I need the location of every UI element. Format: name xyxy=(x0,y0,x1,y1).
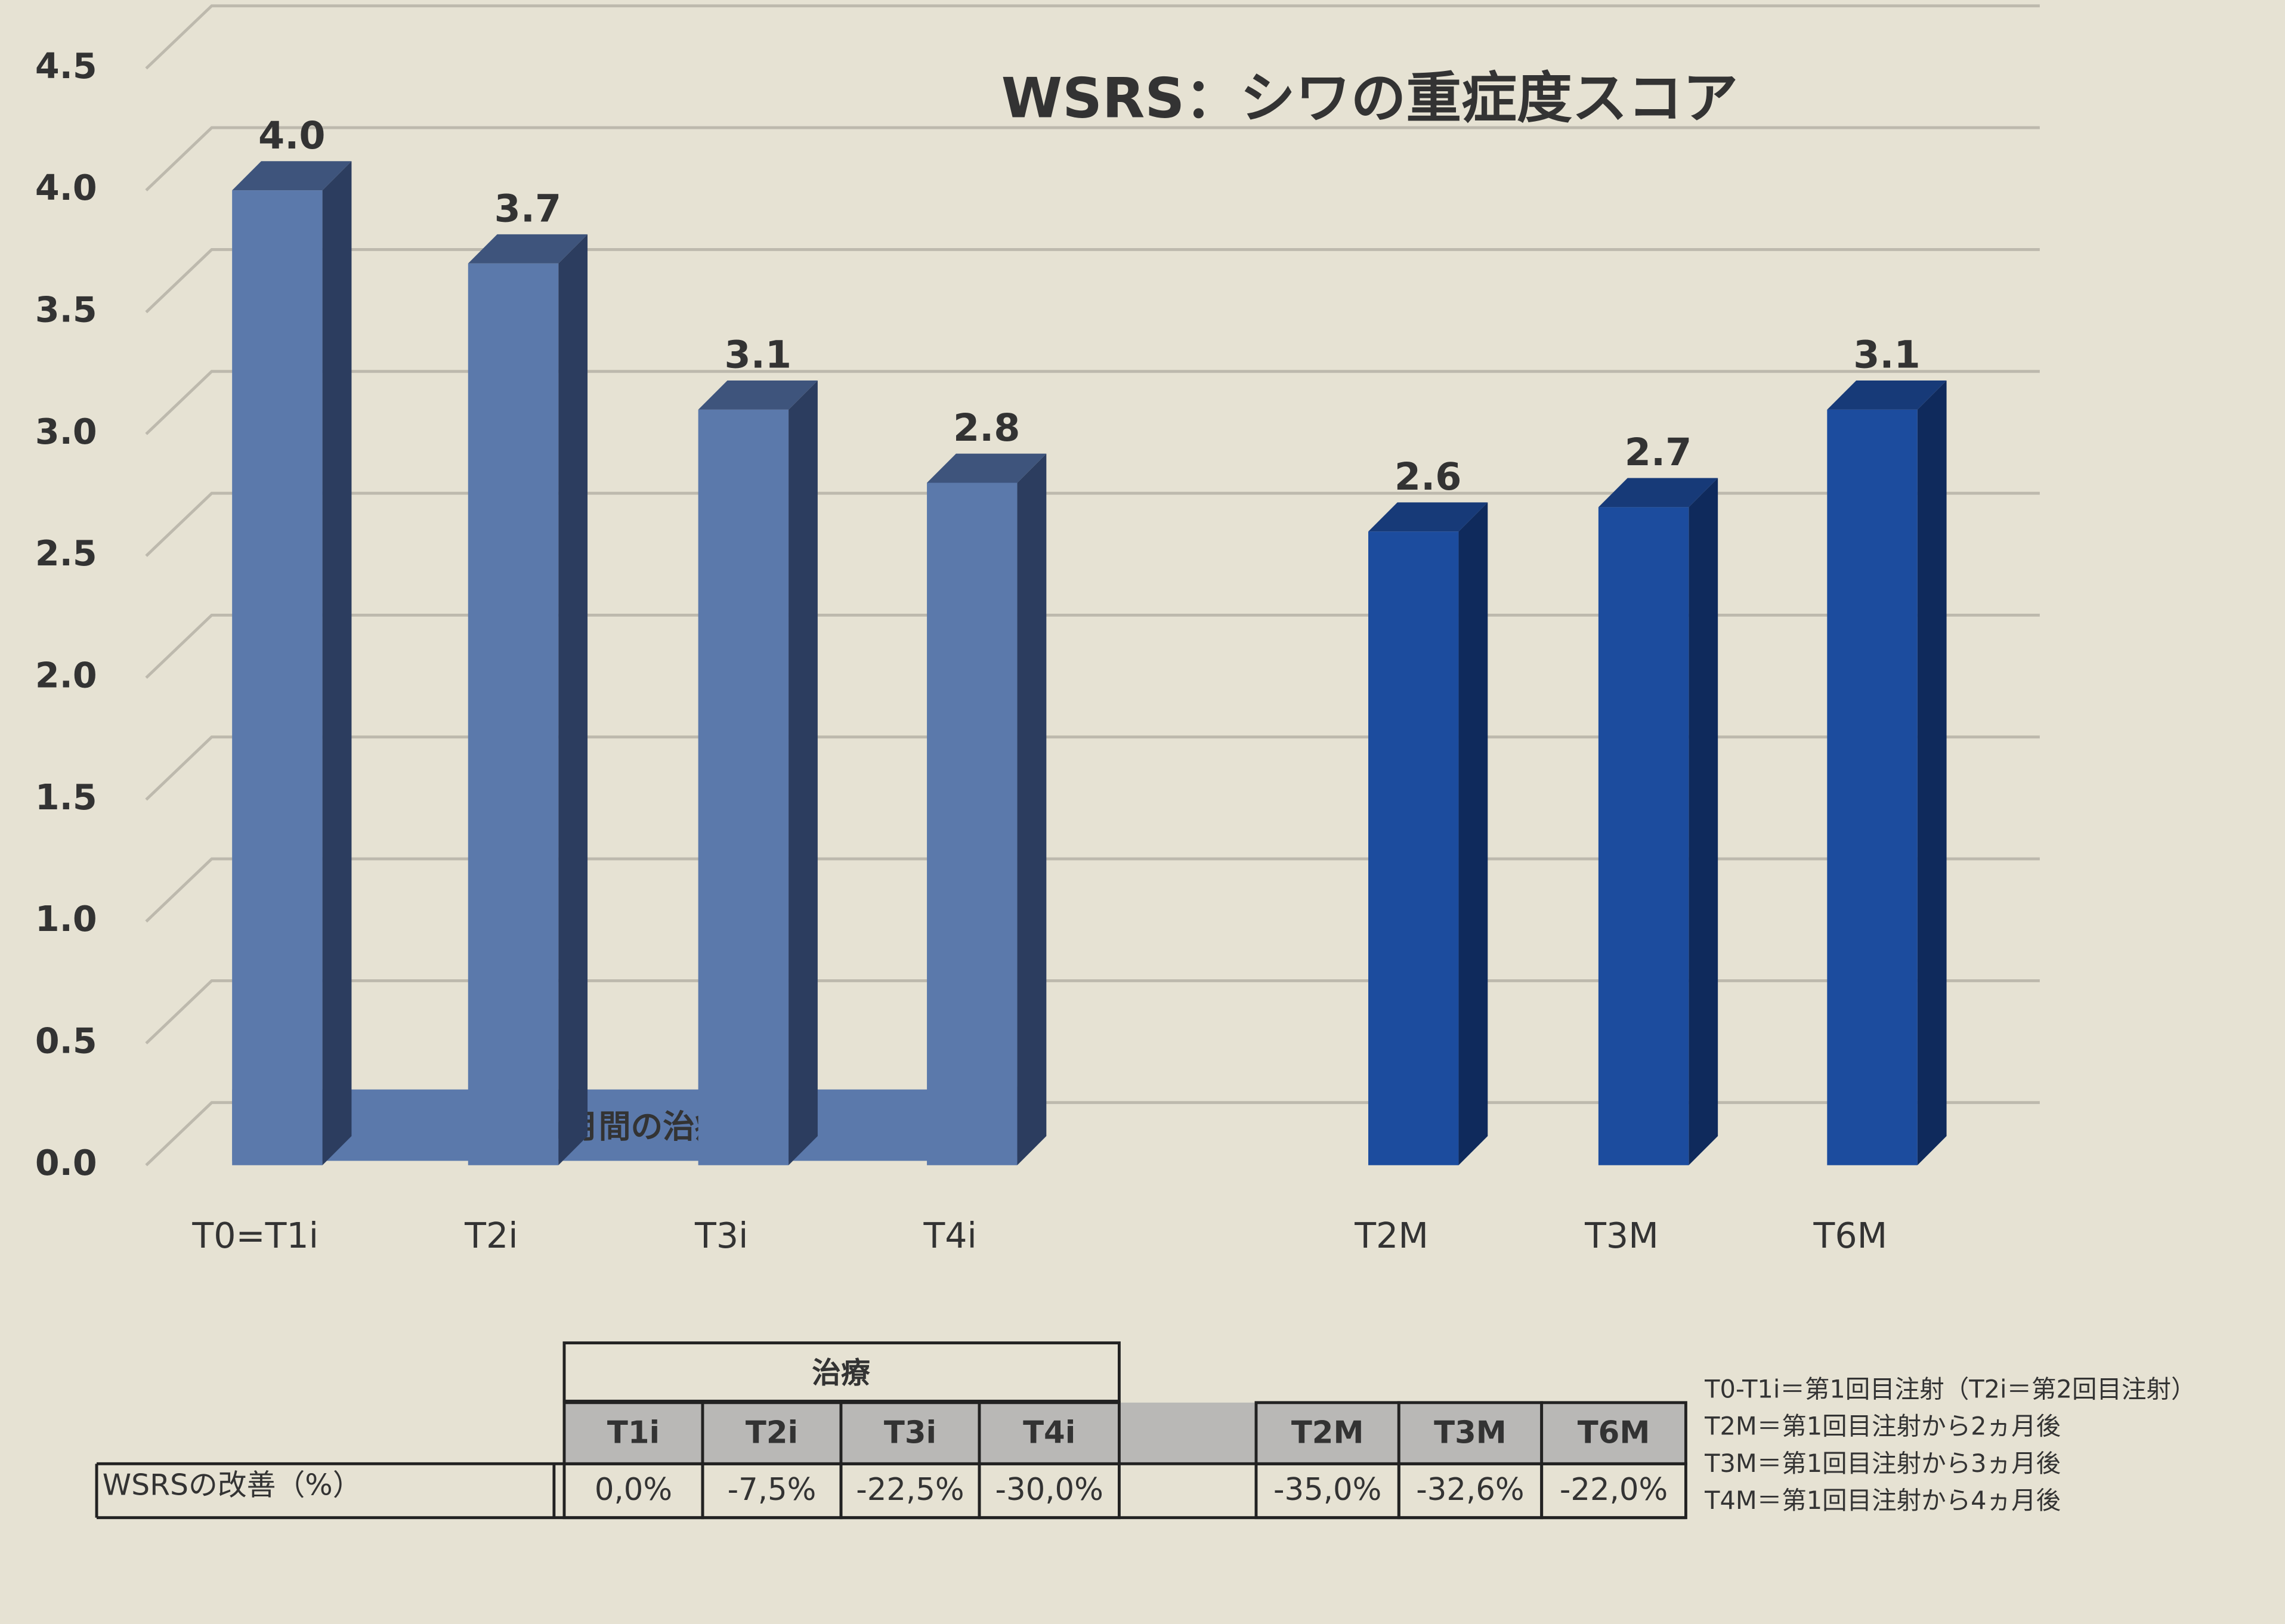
y-tick-label: 3.5 xyxy=(35,290,97,330)
row-label: WSRSの改善（%） xyxy=(103,1468,362,1502)
group-header: 治療 xyxy=(812,1356,870,1390)
x-tick-label: T0=T1i xyxy=(191,1215,319,1256)
grid-line xyxy=(145,248,2040,314)
y-tick-label: 0.0 xyxy=(35,1143,97,1183)
header-cell xyxy=(839,1401,981,1465)
note: T3M＝第1回目注射から3ヵ月後 xyxy=(1704,1449,2061,1478)
bar-side xyxy=(558,234,588,1165)
bar-side xyxy=(1689,478,1718,1165)
data-label: 2.8 xyxy=(953,406,1020,450)
column-header: T3i xyxy=(884,1415,936,1451)
column-header: T2M xyxy=(1291,1415,1364,1451)
bar xyxy=(1368,531,1459,1165)
header-cell xyxy=(978,1401,1121,1465)
column-header: T2i xyxy=(746,1415,798,1451)
x-tick-label: T3M xyxy=(1584,1215,1659,1256)
table-value: -32,6% xyxy=(1416,1472,1524,1508)
y-tick-label: 2.0 xyxy=(35,655,97,696)
bar-top xyxy=(698,381,818,410)
x-tick-label: T4i xyxy=(923,1215,976,1256)
y-tick-label: 4.0 xyxy=(35,168,97,208)
data-label: 4.0 xyxy=(258,113,325,157)
table-value: -7,5% xyxy=(728,1472,817,1508)
y-tick-label: 3.0 xyxy=(35,412,97,452)
note: T0-T1i＝第1回目注射（T2i＝第2回目注射） xyxy=(1704,1374,2196,1403)
header-cell xyxy=(1540,1401,1687,1465)
column-header: T3M xyxy=(1434,1415,1507,1451)
bar-top xyxy=(1827,381,1947,410)
bar-side xyxy=(1017,453,1047,1165)
x-tick-label: T6M xyxy=(1813,1215,1888,1256)
y-tick-label: 2.5 xyxy=(35,533,97,574)
x-tick-label: T2i xyxy=(464,1215,518,1256)
grid-line xyxy=(145,370,2040,435)
bar xyxy=(1827,409,1918,1165)
grid-line xyxy=(145,491,2040,557)
column-header: T6M xyxy=(1578,1415,1650,1451)
group-header-cell xyxy=(562,1341,1121,1403)
note: T4M＝第1回目注射から4ヵ月後 xyxy=(1704,1486,2061,1515)
grid-line xyxy=(145,4,2040,70)
bar xyxy=(468,263,559,1165)
bar-top xyxy=(232,161,352,191)
y-tick-label: 4.5 xyxy=(35,46,97,86)
x-tick-label: T2M xyxy=(1354,1215,1428,1256)
bar-top xyxy=(1598,478,1718,508)
bar-top xyxy=(468,234,588,264)
data-label: 2.6 xyxy=(1395,454,1461,499)
note: T2M＝第1回目注射から2ヵ月後 xyxy=(1704,1412,2061,1441)
bar-top xyxy=(927,453,1047,483)
value-cell xyxy=(978,1462,1121,1520)
table-value: 0,0% xyxy=(595,1472,672,1508)
data-label: 3.1 xyxy=(1853,333,1920,377)
platform xyxy=(232,1089,1013,1161)
bar xyxy=(1598,507,1689,1165)
grid-line xyxy=(145,126,2040,191)
table-value: -22,0% xyxy=(1560,1472,1668,1508)
table-value: -22,5% xyxy=(856,1472,964,1508)
table-value: -35,0% xyxy=(1273,1472,1381,1508)
bar-side xyxy=(322,161,352,1165)
column-header: T1i xyxy=(607,1415,660,1451)
value-cell xyxy=(1540,1462,1687,1520)
bar xyxy=(927,482,1018,1165)
data-label: 3.1 xyxy=(725,333,791,377)
y-tick-label: 0.5 xyxy=(35,1021,97,1062)
bar xyxy=(698,409,789,1165)
bar-side xyxy=(1917,381,1947,1165)
y-tick-label: 1.0 xyxy=(35,899,97,939)
bar xyxy=(232,190,323,1165)
column-header: T4i xyxy=(1023,1415,1075,1451)
table-value: -30,0% xyxy=(995,1472,1103,1508)
header-cell xyxy=(562,1401,704,1465)
y-tick-label: 1.5 xyxy=(35,777,97,818)
x-tick-label: T3i xyxy=(694,1215,748,1256)
bar-side xyxy=(789,381,818,1165)
data-label: 2.7 xyxy=(1625,430,1692,474)
bar-side xyxy=(1458,502,1488,1165)
chart-title: WSRS：シワの重症度スコア xyxy=(1001,66,1738,130)
header-gap xyxy=(1119,1402,1256,1464)
bar-top xyxy=(1368,502,1488,532)
data-label: 3.7 xyxy=(494,186,561,230)
